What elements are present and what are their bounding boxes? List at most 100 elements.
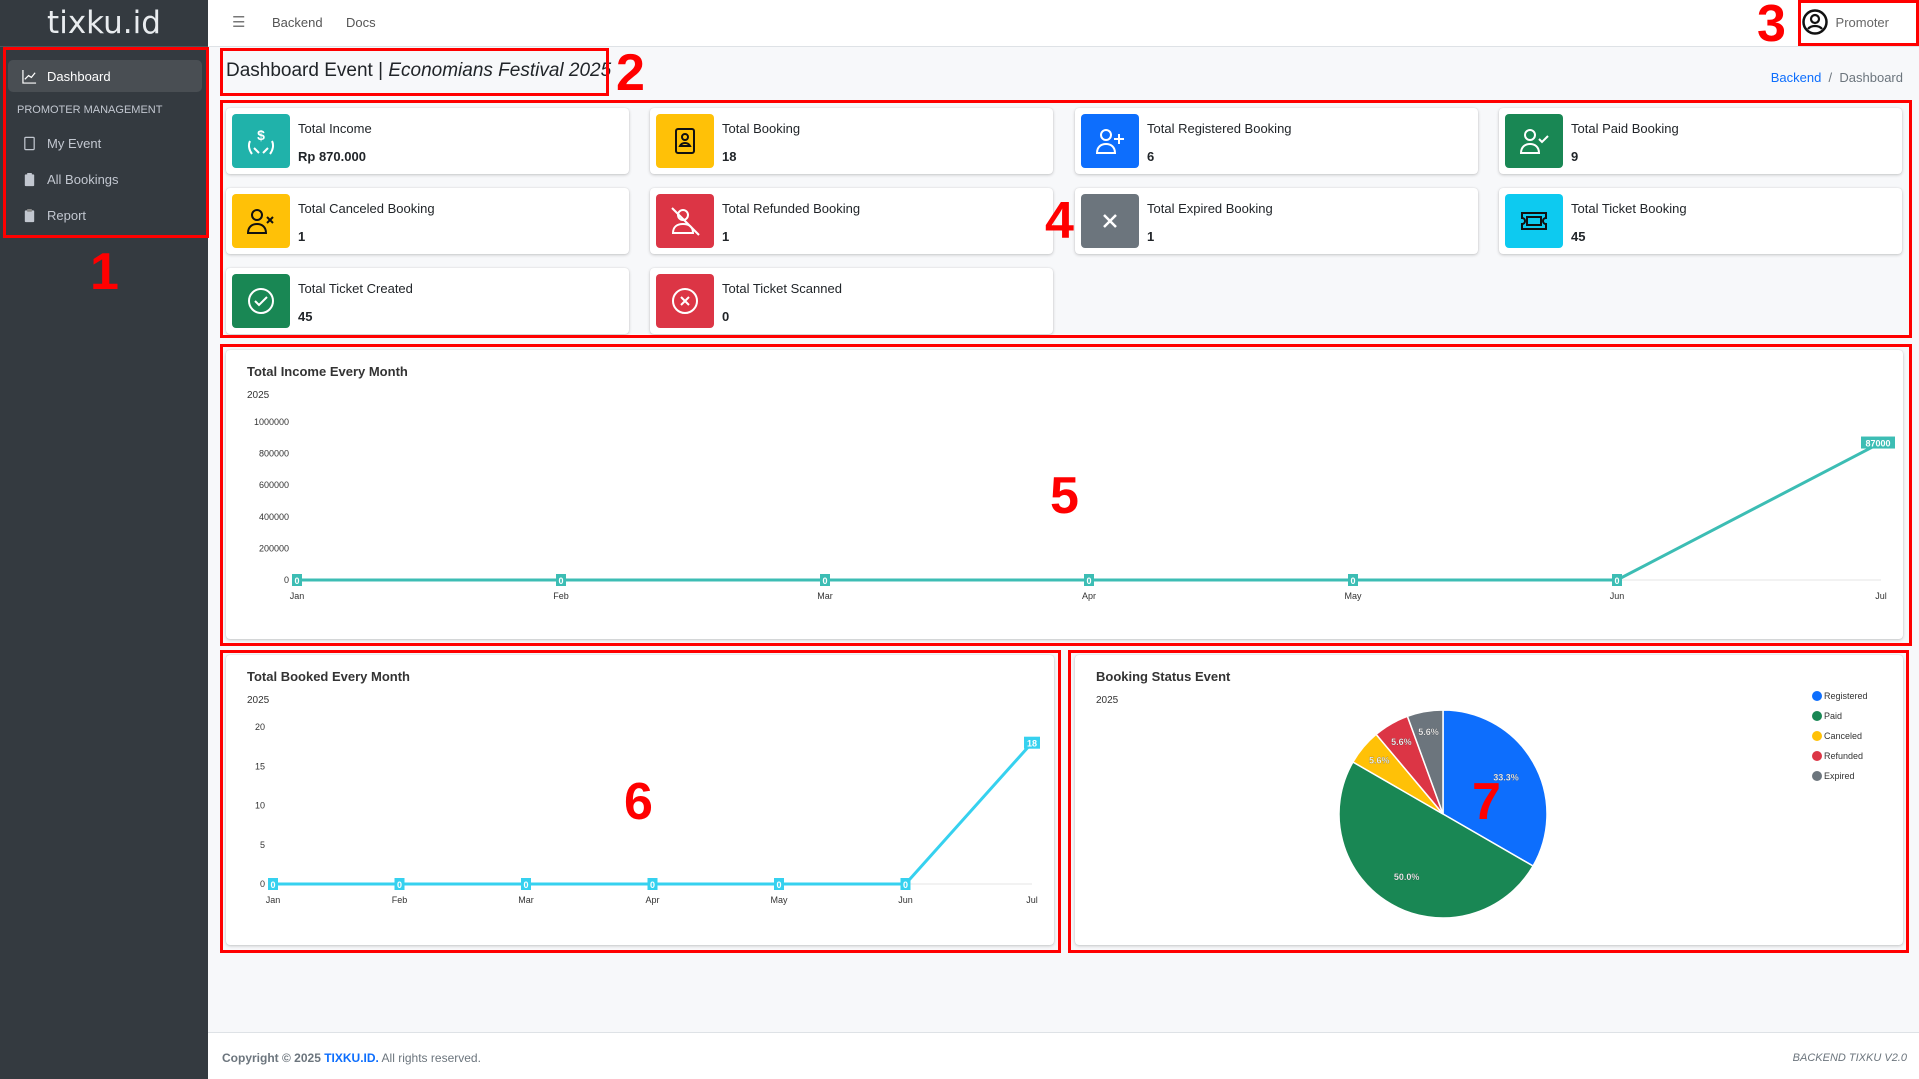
legend-marker [1812,711,1822,721]
x-tick-label: Mar [518,895,534,905]
stat-value: 1 [1147,229,1155,244]
logo[interactable]: tixku.id [0,0,208,47]
stat-value: 18 [722,149,737,164]
pie-slice-registered [1442,709,1548,868]
legend-marker [1812,751,1822,761]
sidebar-item-dashboard[interactable]: Dashboard [8,60,202,92]
user-menu[interactable]: Promoter [1801,9,1889,35]
stat-label: Total Canceled Booking [298,201,435,216]
booked-chart-card: Total Booked Every Month 2025 0 5 10 15 20 Ja… [226,655,1054,945]
pie-label: 5.6% [1418,727,1439,737]
sidebar-item-all-bookings[interactable]: All Bookings [8,163,202,195]
legend-label: Canceled [1824,731,1862,741]
pie-label: 5.6% [1369,756,1390,766]
stat-label: Total Registered Booking [1147,121,1292,136]
stat-icon-box [1505,194,1563,248]
data-point [774,878,784,890]
stat-label: Total Ticket Booking [1571,201,1687,216]
data-label: 0 [1350,576,1355,586]
footer-version: BACKEND TIXKU V2.0 [1792,1052,1907,1064]
stat-card-total-paid-booking: Total Paid Booking 9 [1499,108,1902,174]
data-point [394,878,405,890]
sidebar-item-label: All Bookings [47,171,119,187]
hamburger-icon[interactable]: ☰ [232,14,246,31]
legend-marker [1812,771,1822,781]
data-point [1348,574,1358,586]
stat-value: 0 [722,309,730,324]
stat-value: 1 [722,229,730,244]
data-label: 0 [903,880,908,890]
annotation-number: 6 [624,773,653,831]
check-circle-icon [248,288,274,314]
stat-card-total-ticket-scanned: Total Ticket Scanned 0 [650,268,1053,334]
data-label: 0 [270,880,275,890]
stat-label: Total Paid Booking [1571,121,1679,136]
annotation-number: 3 [1757,0,1786,53]
x-tick-label: Feb [553,591,569,601]
data-label: 87000 [1865,439,1890,449]
stat-icon-box [656,114,714,168]
report-icon [24,208,35,222]
person-plus-icon [1095,129,1124,154]
footer-brand-link[interactable]: TIXKU.ID. [324,1051,379,1065]
sidebar-item-label: My Event [47,135,102,151]
stat-icon-box [1081,114,1139,168]
x-tick-label: May [1344,591,1362,601]
data-label: 0 [294,576,299,586]
stat-icon-box [1505,114,1563,168]
event-name: Economians Festival 2025 [388,60,612,81]
stat-card-total-expired-booking: Total Expired Booking 1 [1075,188,1478,254]
data-point [556,574,566,586]
ticket-icon [1521,212,1547,230]
x-tick-label: Jan [290,591,305,601]
income-chart-card: Total Income Every Month 2025 0 200000 400… [226,350,1903,639]
sidebar-item-report[interactable]: Report [8,199,202,231]
chart-title: Total Booked Every Month [247,669,410,684]
y-tick-label: 800000 [259,449,289,459]
stat-icon-box: $ [232,114,290,168]
data-label: 0 [523,880,528,890]
stat-icon-box [232,194,290,248]
sidebar-item-my-event[interactable]: My Event [8,127,202,159]
x-tick-label: Apr [645,895,659,905]
stat-icon-box [656,194,714,248]
stat-icon-box [656,274,714,328]
data-point [820,574,830,586]
annotation-number: 5 [1050,467,1079,525]
series-line [297,441,1882,582]
data-label: 0 [397,880,402,890]
sidebar-section-header: PROMOTER MANAGEMENT [17,104,163,116]
data-point [268,878,278,890]
breadcrumb-backend[interactable]: Backend [1770,70,1822,85]
data-label: 0 [1086,576,1091,586]
user-name: Promoter [1835,14,1889,30]
stat-value: 1 [298,229,306,244]
data-label: 0 [650,880,655,890]
chart-subtitle: 2025 [1096,695,1119,706]
nav-link-docs[interactable]: Docs [346,15,376,30]
y-tick-label: 20 [255,722,265,732]
y-tick-label: 10 [255,801,265,811]
person-x-icon [246,209,274,234]
income-line-chart: 0 200000 400000 600000 800000 1000000 Jan Feb Ma… [254,417,1895,601]
pie-label: 50.0% [1394,872,1420,882]
y-tick-label: 0 [284,575,289,585]
nav-link-backend[interactable]: Backend [272,15,323,30]
data-point [1024,736,1040,749]
svg-text:$: $ [257,127,265,143]
x-circle-icon [672,288,698,314]
data-label: 0 [776,880,781,890]
legend-label: Paid [1824,711,1842,721]
sidebar: tixku.id Dashboard PROMOTER MANAGEMENT M… [0,0,208,1079]
data-label: 0 [1614,576,1619,586]
data-point [647,878,658,890]
stat-value: 6 [1147,149,1155,164]
status-pie-card: Booking Status Event 2025 33.3% Registere… [1075,655,1903,945]
stat-value: 45 [1571,229,1586,244]
stat-card-total-refunded-booking: Total Refunded Booking 1 [650,188,1053,254]
stat-label: Total Booking [722,121,801,136]
x-tick-label: Apr [1082,591,1096,601]
status-pie-chart: 33.3% Registered 50.0% Paid 5.6% Canceled 5.6%… [1338,691,1868,919]
annotation-number: 7 [1472,773,1501,831]
stat-card-total-booking: Total Booking 18 [650,108,1053,174]
